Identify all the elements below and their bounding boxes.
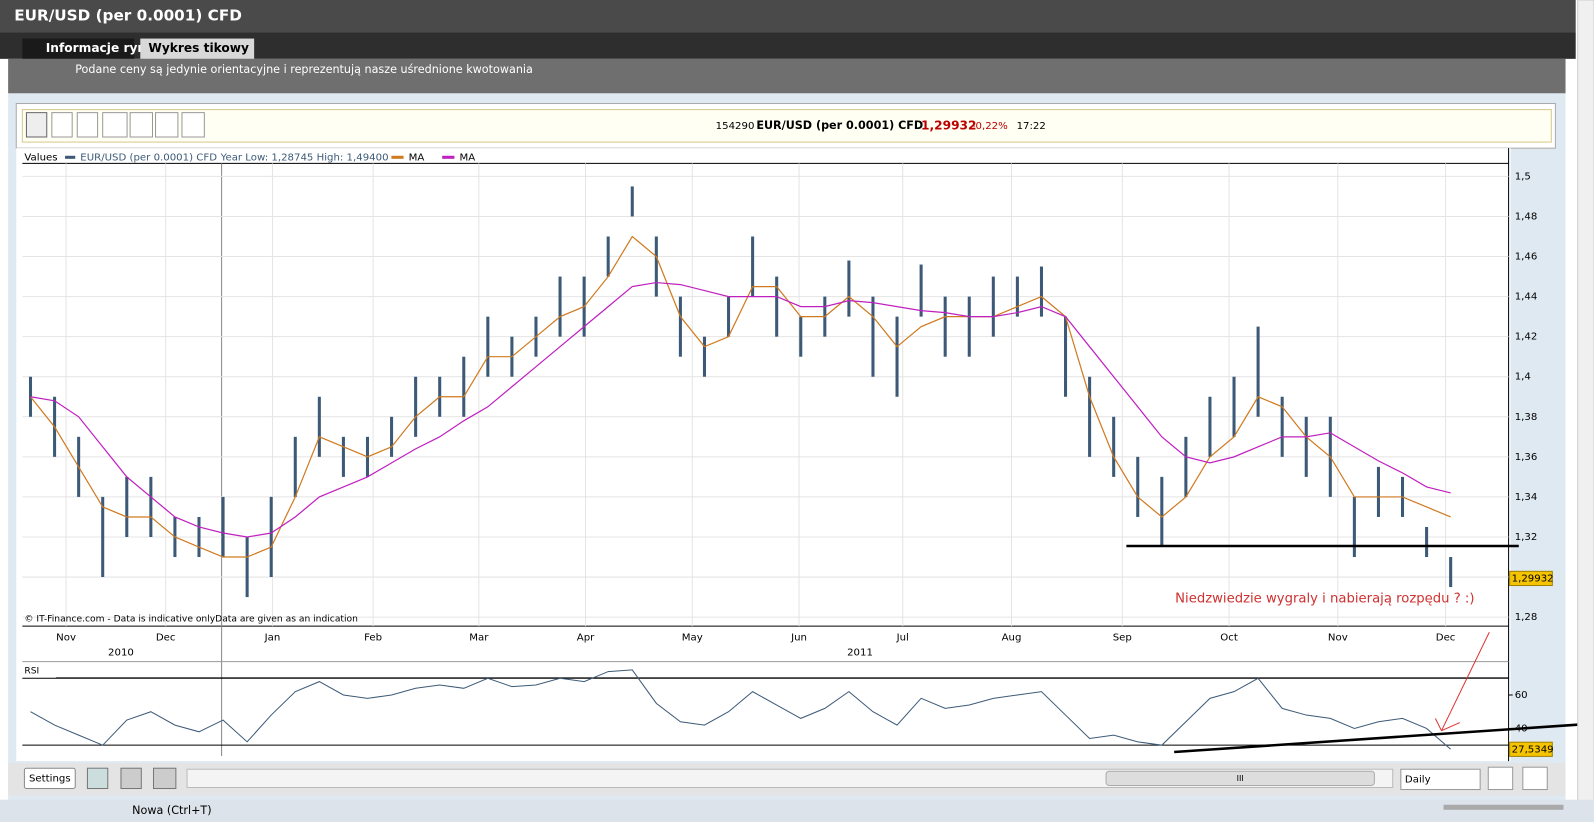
x-tick-label: Jan (264, 632, 281, 643)
icon-button[interactable] (152, 767, 177, 790)
x-tick-label: Nov (1328, 632, 1348, 643)
x-tick-label: Apr (577, 632, 595, 643)
x-tick-label: Sep (1113, 632, 1132, 643)
y-tick-label: 1,32 (1515, 532, 1538, 543)
legend-range: Year Low: 1,28745 High: 1,49400 (220, 152, 389, 163)
period-label[interactable]: Daily (1405, 774, 1431, 785)
legend-entry: MA (409, 152, 425, 163)
zoom-slider[interactable] (1443, 804, 1564, 810)
legend-series: EUR/USD (per 0.0001) CFD (80, 152, 217, 163)
tool[interactable] (51, 112, 73, 138)
instrument-name: EUR/USD (per 0.0001) CFD (756, 119, 923, 132)
year-label: 2010 (108, 648, 134, 659)
trend-line (1174, 722, 1594, 754)
time: 17:22 (1017, 121, 1046, 132)
tabbar (0, 32, 1576, 59)
zoom-in[interactable] (1522, 766, 1548, 791)
y-tick-label: 60 (1515, 690, 1528, 701)
x-tick-label: Feb (364, 632, 382, 643)
x-tick-label: Mar (469, 632, 489, 643)
new-tab[interactable]: Nowa (Ctrl+T) (132, 804, 211, 817)
arrow (1441, 632, 1490, 731)
y-tick-label: 1,5 (1515, 171, 1531, 182)
toolbar-inner (21, 109, 1552, 143)
y-tick-label: 1,42 (1515, 332, 1538, 343)
plot-bg (16, 148, 1511, 762)
y-tick-label: 1,46 (1515, 252, 1538, 263)
tool[interactable] (181, 112, 205, 138)
x-tick-label: Dec (156, 632, 176, 643)
rsi-line (30, 669, 1451, 750)
year-label: 2011 (847, 648, 873, 659)
scroll-grip: III (1237, 773, 1244, 783)
settings-button[interactable] (23, 767, 76, 790)
ma-line (30, 281, 1451, 538)
x-tick-label: Oct (1220, 632, 1238, 643)
x-tick-label: Aug (1002, 632, 1022, 643)
tool-buttons[interactable] (25, 112, 205, 138)
ma-line (30, 235, 1451, 558)
price: 1,29932 (921, 118, 977, 132)
y-tick-label: 1,48 (1515, 211, 1538, 222)
plot: 1,281,31,321,341,361,381,41,421,441,461,… (22, 152, 1594, 757)
tab[interactable] (22, 38, 135, 59)
x-tick-label: Jul (896, 632, 909, 643)
tool[interactable] (76, 112, 99, 138)
x-tick-label: Dec (1436, 632, 1456, 643)
tab-label[interactable]: Wykres tikowy (148, 41, 249, 55)
zoom-out[interactable] (1487, 766, 1514, 791)
annotation: Niedzwiedzie wygraly i nabierają rozpędu… (1175, 592, 1474, 607)
titlebar (0, 0, 1576, 33)
change: -0,22% (972, 121, 1008, 132)
v-scrollbar[interactable] (1577, 0, 1594, 803)
tool[interactable] (102, 112, 128, 138)
icon-button[interactable] (86, 767, 109, 790)
tool[interactable] (25, 112, 48, 138)
y-tick-label: 1,44 (1515, 292, 1538, 303)
instrument-id: 154290 (716, 121, 755, 132)
settings-label[interactable]: Settings (29, 773, 71, 784)
y-tick-label: 1,36 (1515, 452, 1538, 463)
tab-active[interactable] (140, 38, 255, 59)
scrollbar[interactable] (186, 768, 1394, 789)
status-bar (0, 799, 1594, 822)
y-tick-label: 1,38 (1515, 412, 1538, 423)
last-value: 27,5349 (1512, 744, 1554, 755)
tool[interactable] (129, 112, 153, 138)
legend-entry: MA (459, 152, 475, 163)
tool[interactable] (155, 112, 179, 138)
y-tick-label: 1,34 (1515, 492, 1538, 503)
note: Podane ceny są jedynie orientacyjne i re… (75, 63, 533, 76)
scroll-thumb[interactable] (1105, 770, 1375, 786)
x-tick-label: Nov (56, 632, 76, 643)
arrow-head (1434, 718, 1461, 732)
last-value: 1,29932 (1512, 573, 1554, 584)
period-select[interactable] (1400, 768, 1481, 791)
y-tick-label: 1,4 (1515, 372, 1531, 383)
legend-label: Values (24, 152, 57, 163)
x-tick-label: May (682, 632, 703, 643)
last-value-box (1509, 570, 1553, 587)
icon-button[interactable] (120, 767, 142, 790)
watermark: © IT-Finance.com - Data is indicative on… (24, 615, 358, 625)
last-value-box (1509, 741, 1553, 757)
panel-title: RSI (24, 666, 39, 676)
window-title: EUR/USD (per 0.0001) CFD (14, 7, 242, 25)
y-tick-label: 1,28 (1515, 612, 1538, 623)
x-tick-label: Jun (790, 632, 807, 643)
info-strip (8, 58, 1566, 94)
